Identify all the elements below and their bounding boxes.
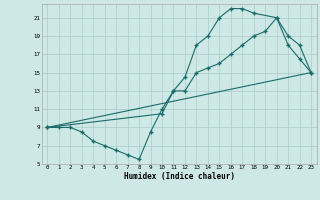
X-axis label: Humidex (Indice chaleur): Humidex (Indice chaleur) [124,172,235,181]
